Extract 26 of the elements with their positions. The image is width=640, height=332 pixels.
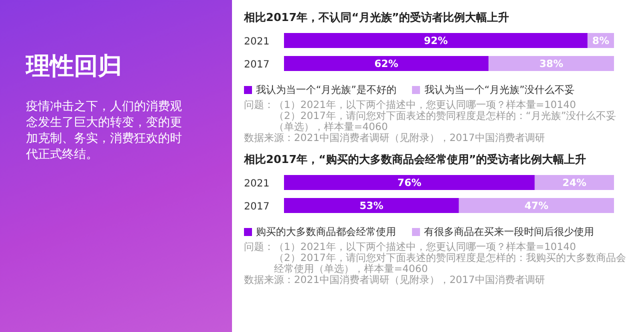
chart-title: 相比2017年，“购买的大多数商品会经常使用”的受访者比例大幅上升: [244, 152, 588, 167]
data-label: 47%: [524, 201, 548, 212]
data-label: 92%: [424, 36, 448, 47]
legend-label: 有很多商品在买来一段时间后很少使用: [424, 226, 594, 239]
y-tick-label: 2021: [244, 178, 270, 190]
data-label: 38%: [539, 59, 564, 70]
legend-label: 我认为当一个“月光族”没什么不妥: [424, 84, 575, 97]
text: 理性回归: [26, 51, 123, 82]
text: （2）2017年，请问您对下面表述的赞同程度是怎样的：“月光族”没什么不妥（单选），样本量=4060: [274, 111, 618, 133]
text: 疫情冲击之下，人们的消费观念发生了巨大的转变，变的更加克制、务实，消费狂欢的时代正式终结。: [26, 98, 183, 162]
y-tick-label: 2017: [244, 202, 270, 212]
data-label: 76%: [397, 178, 422, 189]
chart-title: 相比2017年，不认同“月光族”的受访者比例大幅上升: [244, 10, 510, 25]
data-label: 24%: [562, 178, 586, 189]
data-label: 8%: [592, 36, 610, 47]
data-label: 53%: [359, 201, 384, 212]
text: （2）2017年，请问您对下面表述的赞同程度是怎样的：我购买的大多数商品会经常使用（单选），样本量=4060: [274, 253, 627, 275]
legend-label: 购买的大多数商品都会经常使用: [256, 226, 396, 239]
data-label: 62%: [374, 59, 398, 70]
text: 问题：（1）2021年，以下两个描述中，您更认同哪一项？样本量=10140: [244, 100, 578, 111]
legend-label: 我认为当一个“月光族”是不好的: [256, 84, 396, 97]
y-tick-label: 2021: [244, 36, 270, 48]
text: 问题：（1）2021年，以下两个描述中，您更认同哪一项？样本量=10140: [244, 242, 578, 253]
source-note: 数据来源：2021中国消费者调研（见附录），2017中国消费者调研: [244, 275, 546, 286]
source-note: 数据来源：2021中国消费者调研（见附录），2017中国消费者调研: [244, 133, 546, 144]
y-tick-label: 2017: [244, 60, 270, 70]
